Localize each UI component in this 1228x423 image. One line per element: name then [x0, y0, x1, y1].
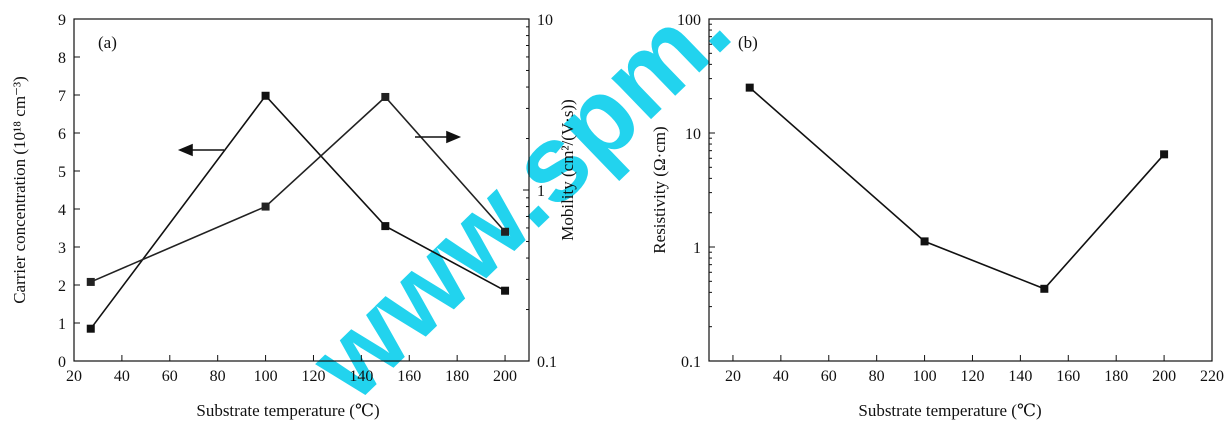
- data-point-a-right: [86, 277, 95, 286]
- x-tick-label-b: 20: [725, 368, 741, 385]
- y-left-tick-label-a: 8: [58, 50, 66, 67]
- right-arrow-annotation: [415, 130, 462, 144]
- data-point-b: [1040, 284, 1049, 293]
- x-tick-label-a: 40: [114, 368, 130, 385]
- series-b: [745, 83, 1169, 293]
- ticks-a: 20 40 60 80 100 120 140 160 180 200 0 1 2 3 4 5 6 7 8 9 0.1 1…: [58, 12, 557, 385]
- plot-area-b: [708, 18, 1213, 362]
- y-right-tick-label-a: 0.1: [537, 354, 557, 371]
- series-line-b: [749, 87, 1165, 290]
- x-tick-label-b: 120: [960, 368, 984, 385]
- x-tick-label-a: 180: [445, 368, 469, 385]
- y-left-tick-label-a: 7: [58, 88, 66, 105]
- x-tick-label-b: 200: [1152, 368, 1176, 385]
- x-tick-label-b: 60: [821, 368, 837, 385]
- data-point-a-right: [501, 227, 510, 236]
- series-a: [86, 91, 510, 333]
- panel-a-label: (a): [98, 33, 117, 52]
- y-axis-label-b: Resistivity (Ω·cm): [650, 126, 669, 253]
- series-line-a-left: [90, 94, 506, 330]
- data-point-b: [920, 237, 929, 246]
- y-left-tick-label-a: 3: [58, 240, 66, 257]
- y-left-tick-label-a: 4: [58, 202, 66, 219]
- x-tick-label-b: 40: [773, 368, 789, 385]
- y-left-tick-label-a: 2: [58, 278, 66, 295]
- ticks-b: 20 40 60 80 100 120 140 160 180 200 220 0.1 1 10 100: [677, 12, 1224, 385]
- x-tick-label-b: 180: [1104, 368, 1128, 385]
- data-point-a-right: [261, 202, 270, 211]
- y-tick-label-b: 10: [685, 126, 701, 143]
- data-point-a-right: [381, 92, 390, 101]
- data-point-a-left: [86, 324, 95, 333]
- panel-b: (b) Substrate temperature (℃) Resistivit…: [650, 12, 1224, 420]
- y-left-tick-label-a: 1: [58, 316, 66, 333]
- x-tick-label-a: 160: [397, 368, 421, 385]
- y-axis-label-right-a: Mobility (cm²/(V·s)): [558, 99, 577, 241]
- x-tick-label-b: 100: [913, 368, 937, 385]
- data-point-b: [1160, 150, 1169, 159]
- x-tick-label-b: 160: [1056, 368, 1080, 385]
- x-tick-label-a: 200: [493, 368, 517, 385]
- y-tick-label-b: 100: [677, 12, 701, 29]
- y-axis-label-left-a: Carrier concentration (10¹⁸ cm⁻³): [10, 76, 29, 304]
- x-tick-label-a: 20: [66, 368, 82, 385]
- data-point-b: [745, 83, 754, 92]
- series-line-a-right: [90, 95, 506, 283]
- x-tick-label-a: 100: [254, 368, 278, 385]
- x-axis-label-a: Substrate temperature (℃): [196, 401, 379, 420]
- data-point-a-left: [381, 222, 390, 231]
- y-left-tick-label-a: 5: [58, 164, 66, 181]
- y-right-tick-label-a: 1: [537, 183, 545, 200]
- x-tick-label-a: 140: [349, 368, 373, 385]
- x-tick-label-b: 220: [1200, 368, 1224, 385]
- data-point-a-left: [501, 286, 510, 295]
- x-tick-label-a: 60: [162, 368, 178, 385]
- x-tick-label-b: 140: [1008, 368, 1032, 385]
- y-left-tick-label-a: 9: [58, 12, 66, 29]
- y-right-tick-label-a: 10: [537, 12, 553, 29]
- panel-b-label: (b): [738, 33, 758, 52]
- data-point-a-left: [261, 91, 270, 100]
- y-tick-label-b: 0.1: [681, 354, 701, 371]
- x-axis-label-b: Substrate temperature (℃): [858, 401, 1041, 420]
- y-left-tick-label-a: 6: [58, 126, 66, 143]
- x-tick-label-a: 80: [210, 368, 226, 385]
- y-tick-label-b: 1: [693, 240, 701, 257]
- x-tick-label-b: 80: [869, 368, 885, 385]
- y-left-tick-label-a: 0: [58, 354, 66, 371]
- left-arrow-annotation: [177, 143, 224, 157]
- x-tick-label-a: 120: [301, 368, 325, 385]
- panel-a: (a) Substrate temperature (℃) Carrier co…: [10, 12, 577, 420]
